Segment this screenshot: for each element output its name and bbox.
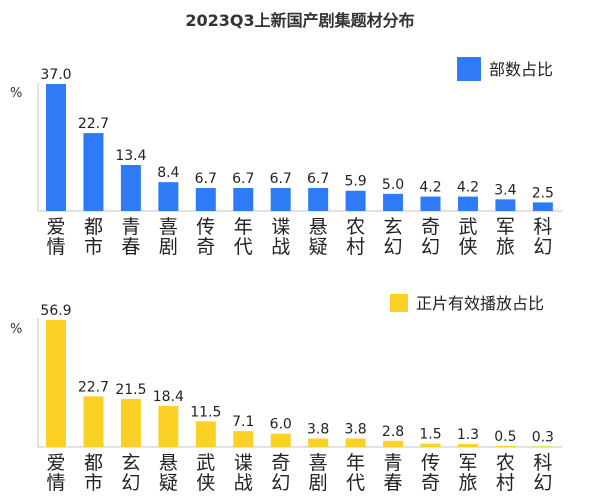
- data-label-1-4: 11.5: [190, 404, 221, 420]
- x-tick-label-0-10: 奇幻: [421, 216, 440, 258]
- x-tick-label-0-11: 武侠: [458, 216, 477, 258]
- x-tick-label-0-2: 青春: [121, 216, 140, 258]
- bar-1-7: [308, 438, 329, 447]
- bar-0-10: [420, 196, 441, 211]
- data-label-1-12: 0.5: [494, 429, 516, 445]
- data-label-1-13: 0.3: [532, 429, 554, 445]
- data-label-0-8: 5.9: [344, 174, 366, 190]
- x-tick-label-1-1: 都市: [84, 452, 103, 494]
- data-label-0-10: 4.2: [419, 180, 441, 196]
- data-label-0-11: 4.2: [457, 180, 479, 196]
- x-tick-label-1-13: 科幻: [533, 452, 552, 494]
- x-tick-label-1-10: 传奇: [421, 452, 440, 494]
- bar-1-4: [195, 421, 216, 447]
- data-label-0-6: 6.7: [270, 171, 292, 187]
- bar-1-10: [420, 443, 441, 447]
- data-label-1-9: 2.8: [382, 424, 404, 440]
- data-label-0-1: 22.7: [78, 116, 109, 132]
- data-label-0-2: 13.4: [115, 148, 146, 164]
- x-tick-label-0-5: 年代: [234, 216, 253, 258]
- x-tick-label-0-9: 玄幻: [384, 216, 403, 258]
- bar-0-11: [457, 196, 478, 211]
- x-tick-label-0-8: 农村: [346, 216, 365, 258]
- bar-0-5: [233, 188, 254, 211]
- bar-0-7: [308, 188, 329, 211]
- data-label-1-1: 22.7: [78, 379, 109, 395]
- y-axis-unit-0: %: [10, 86, 22, 101]
- bar-0-6: [270, 188, 291, 211]
- data-label-0-9: 5.0: [382, 177, 404, 193]
- bar-0-12: [495, 199, 516, 211]
- data-label-1-5: 7.1: [232, 414, 254, 430]
- chart-title: 2023Q3上新国产剧集题材分布: [185, 11, 414, 30]
- x-tick-label-1-7: 喜剧: [309, 452, 328, 494]
- bar-1-6: [270, 433, 291, 447]
- bar-0-8: [345, 190, 366, 211]
- data-label-1-3: 18.4: [153, 389, 184, 405]
- bar-1-0: [46, 320, 66, 447]
- bar-0-1: [83, 133, 104, 211]
- data-label-1-10: 1.5: [419, 427, 441, 443]
- bar-1-5: [233, 431, 254, 447]
- y-axis-unit-1: %: [10, 322, 22, 337]
- bar-0-13: [532, 202, 553, 211]
- bar-0-2: [120, 165, 141, 211]
- x-tick-label-1-2: 玄幻: [121, 452, 140, 494]
- bar-1-13: [532, 446, 553, 447]
- x-tick-label-1-5: 谍战: [234, 452, 253, 494]
- x-tick-label-0-0: 爱情: [46, 216, 65, 258]
- data-label-0-3: 8.4: [157, 165, 179, 181]
- x-tick-label-1-11: 军旅: [458, 452, 477, 494]
- x-tick-label-1-3: 悬疑: [159, 452, 178, 494]
- data-label-1-7: 3.8: [307, 422, 329, 438]
- x-tick-label-0-4: 传奇: [196, 216, 215, 258]
- data-label-0-0: 37.0: [40, 67, 71, 83]
- x-tick-label-0-12: 军旅: [496, 216, 515, 258]
- bar-1-12: [495, 445, 516, 447]
- legend-label-0: 部数占比: [489, 60, 553, 79]
- x-tick-label-1-0: 爱情: [46, 452, 65, 494]
- x-tick-label-1-4: 武侠: [196, 452, 215, 494]
- bar-1-8: [345, 438, 366, 447]
- legend-swatch-0: [457, 57, 481, 81]
- data-label-0-13: 2.5: [532, 185, 554, 201]
- data-label-1-0: 56.9: [40, 303, 71, 319]
- bar-1-11: [457, 444, 478, 447]
- x-tick-label-1-9: 青春: [384, 452, 403, 494]
- bar-1-9: [383, 440, 404, 447]
- data-label-1-6: 6.0: [270, 417, 292, 433]
- bar-0-0: [46, 84, 66, 211]
- legend-swatch-1: [390, 294, 408, 312]
- data-label-0-7: 6.7: [307, 171, 329, 187]
- bar-1-2: [120, 399, 141, 447]
- bar-0-9: [383, 193, 404, 211]
- bar-0-3: [158, 182, 179, 211]
- x-tick-label-1-12: 农村: [496, 452, 515, 494]
- data-label-0-4: 6.7: [195, 171, 217, 187]
- x-tick-label-1-6: 奇幻: [271, 452, 290, 494]
- legend-label-1: 正片有效播放占比: [416, 294, 544, 313]
- bar-1-1: [83, 396, 104, 447]
- data-label-0-5: 6.7: [232, 171, 254, 187]
- x-tick-label-0-13: 科幻: [533, 216, 552, 258]
- x-tick-label-1-8: 年代: [346, 452, 365, 494]
- data-label-1-2: 21.5: [115, 382, 146, 398]
- x-tick-label-0-1: 都市: [84, 216, 103, 258]
- bar-0-4: [195, 188, 216, 211]
- data-label-1-11: 1.3: [457, 427, 479, 443]
- data-label-1-8: 3.8: [344, 422, 366, 438]
- x-tick-label-0-3: 喜剧: [159, 216, 178, 258]
- x-tick-label-0-7: 悬疑: [309, 216, 328, 258]
- data-label-0-12: 3.4: [494, 182, 516, 198]
- bar-1-3: [158, 405, 179, 447]
- x-tick-label-0-6: 谍战: [271, 216, 290, 258]
